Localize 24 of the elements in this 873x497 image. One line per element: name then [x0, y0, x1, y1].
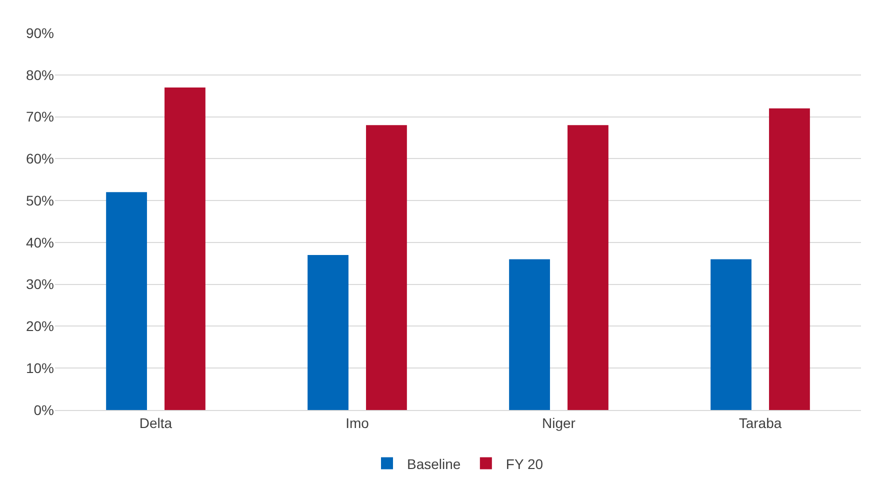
legend-label: FY 20	[506, 456, 544, 472]
bar	[366, 125, 407, 410]
y-tick-label: 30%	[26, 276, 54, 292]
x-tick-label: Niger	[542, 414, 576, 431]
y-tick-label: 50%	[26, 192, 54, 208]
bar	[769, 108, 810, 410]
y-tick-label: 20%	[26, 318, 54, 334]
legend-label: Baseline	[407, 456, 461, 472]
y-tick-label: 70%	[26, 108, 54, 125]
y-tick-label: 40%	[26, 234, 54, 250]
bar	[568, 125, 608, 410]
x-tick-label: Delta	[139, 414, 172, 431]
y-tick-label: 0%	[34, 402, 54, 418]
y-tick-label: 80%	[26, 66, 54, 83]
bar	[308, 255, 348, 410]
bar	[106, 192, 147, 410]
y-tick-label: 90%	[26, 24, 54, 41]
x-tick-label: Taraba	[738, 414, 782, 431]
bar	[710, 259, 752, 410]
y-tick-label: 60%	[26, 150, 54, 167]
bar	[509, 259, 550, 410]
y-tick-label: 10%	[26, 360, 54, 376]
x-tick-label: Imo	[346, 414, 370, 431]
bar	[164, 87, 206, 410]
